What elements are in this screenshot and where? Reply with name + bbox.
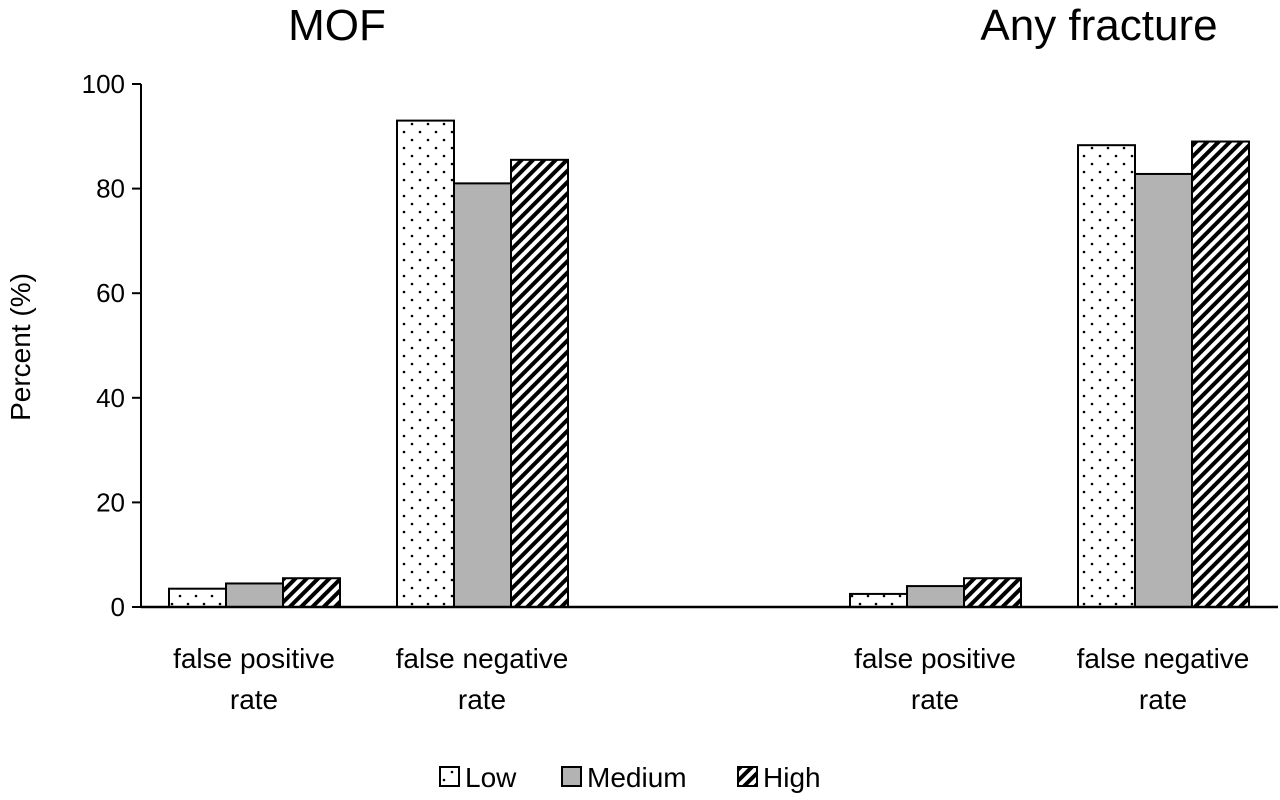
- legend-swatch-low: [439, 766, 460, 787]
- bar-medium: [906, 585, 965, 609]
- y-tick-label: 100: [82, 69, 125, 99]
- category-label: false positive: [854, 643, 1016, 674]
- bar-low: [168, 587, 227, 609]
- category-label: false positive: [173, 643, 335, 674]
- y-tick-label: 40: [96, 383, 125, 413]
- y-tick-label: 60: [96, 278, 125, 308]
- y-tick-label: 80: [96, 174, 125, 204]
- category-label: rate: [911, 684, 959, 715]
- category-label: false negative: [1077, 643, 1250, 674]
- bar-high: [963, 577, 1022, 608]
- bar-medium: [225, 582, 284, 609]
- bar-high: [510, 158, 569, 609]
- legend-label: High: [763, 762, 821, 793]
- legend-swatch-medium: [561, 766, 582, 787]
- legend-label: Low: [465, 762, 517, 793]
- bar-low: [396, 119, 455, 609]
- panel-title: MOF: [288, 1, 386, 50]
- y-tick-label: 0: [111, 592, 125, 622]
- bar-low: [1077, 144, 1136, 608]
- category-label: rate: [230, 684, 278, 715]
- bar-high: [1191, 140, 1250, 608]
- legend-swatch-high: [737, 766, 758, 787]
- category-label: false negative: [396, 643, 569, 674]
- y-axis-label: Percent (%): [5, 273, 36, 421]
- legend-label: Medium: [587, 762, 687, 793]
- category-label: rate: [458, 684, 506, 715]
- bar-medium: [1134, 172, 1193, 608]
- panel-title: Any fracture: [980, 1, 1217, 50]
- bar-medium: [453, 182, 512, 608]
- legend: Low Medium High: [439, 762, 821, 793]
- bar-low: [849, 592, 908, 608]
- bar-high: [282, 577, 341, 608]
- category-label: rate: [1139, 684, 1187, 715]
- y-tick-label: 20: [96, 487, 125, 517]
